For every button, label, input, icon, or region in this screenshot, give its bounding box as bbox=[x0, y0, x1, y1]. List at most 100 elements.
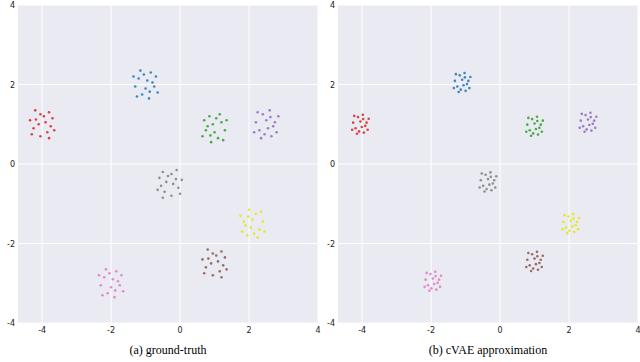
point bbox=[101, 294, 104, 297]
point bbox=[239, 214, 242, 217]
point bbox=[144, 87, 147, 90]
point bbox=[567, 215, 570, 218]
point bbox=[482, 185, 485, 188]
point bbox=[562, 221, 565, 224]
point bbox=[530, 134, 533, 137]
point bbox=[425, 272, 428, 275]
point bbox=[151, 81, 154, 84]
point bbox=[592, 123, 595, 126]
point bbox=[201, 258, 204, 261]
series bbox=[478, 171, 497, 193]
point bbox=[487, 178, 490, 181]
grid-line bbox=[18, 323, 318, 324]
point bbox=[222, 264, 225, 267]
point bbox=[430, 287, 433, 290]
point bbox=[525, 266, 528, 269]
point bbox=[563, 214, 566, 217]
point bbox=[218, 113, 221, 116]
series bbox=[98, 268, 125, 298]
point bbox=[458, 74, 461, 77]
point bbox=[162, 171, 165, 174]
point bbox=[172, 183, 175, 186]
x-tick-label: 4 bbox=[635, 326, 640, 335]
point bbox=[262, 220, 265, 223]
point bbox=[565, 226, 568, 229]
point bbox=[489, 175, 492, 178]
point bbox=[225, 268, 228, 271]
point bbox=[275, 131, 278, 134]
point bbox=[269, 116, 272, 119]
point bbox=[146, 79, 149, 82]
point bbox=[120, 274, 123, 277]
point bbox=[99, 284, 102, 287]
x-tick-label: 0 bbox=[498, 326, 503, 335]
point bbox=[566, 232, 569, 235]
point bbox=[220, 250, 223, 253]
point bbox=[263, 230, 266, 233]
x-tick-label: 4 bbox=[315, 326, 320, 335]
point bbox=[494, 186, 497, 189]
point bbox=[457, 91, 460, 94]
y-tick-label: 2 bbox=[10, 81, 15, 90]
point bbox=[206, 125, 209, 128]
point bbox=[220, 276, 223, 279]
point bbox=[155, 75, 158, 78]
point bbox=[535, 263, 538, 266]
point bbox=[143, 73, 146, 76]
y-tick-label: 2 bbox=[330, 81, 335, 90]
point bbox=[253, 232, 256, 235]
point bbox=[114, 289, 117, 292]
point bbox=[469, 76, 472, 79]
point bbox=[480, 172, 483, 175]
point bbox=[427, 284, 430, 287]
point bbox=[435, 288, 438, 291]
point bbox=[170, 195, 173, 198]
x-tick-label: -2 bbox=[427, 326, 435, 335]
point bbox=[490, 189, 493, 192]
point bbox=[561, 228, 564, 231]
point bbox=[265, 119, 268, 122]
point bbox=[175, 178, 178, 181]
point bbox=[542, 255, 545, 258]
point bbox=[215, 117, 218, 120]
point bbox=[201, 135, 204, 138]
grid-line bbox=[338, 84, 638, 85]
point bbox=[526, 123, 529, 126]
point bbox=[247, 215, 250, 218]
point bbox=[167, 175, 170, 178]
point bbox=[217, 260, 220, 263]
point bbox=[117, 280, 120, 283]
point bbox=[351, 129, 354, 132]
point bbox=[217, 137, 220, 140]
point bbox=[593, 119, 596, 122]
point bbox=[262, 113, 265, 116]
point bbox=[108, 272, 111, 275]
grid-line bbox=[18, 164, 318, 165]
series bbox=[561, 213, 580, 235]
point bbox=[531, 253, 534, 256]
point bbox=[360, 126, 363, 129]
point bbox=[479, 179, 482, 182]
point bbox=[495, 175, 498, 178]
point bbox=[536, 251, 539, 254]
point bbox=[46, 131, 49, 134]
y-tick-label: 0 bbox=[330, 160, 335, 169]
point bbox=[528, 129, 531, 132]
grid-line bbox=[18, 243, 318, 244]
point bbox=[587, 118, 590, 121]
point bbox=[526, 258, 529, 261]
point bbox=[256, 236, 259, 239]
point bbox=[215, 254, 218, 257]
y-tick-label: 4 bbox=[10, 1, 15, 10]
point bbox=[438, 278, 441, 281]
point bbox=[467, 80, 470, 83]
series bbox=[525, 251, 544, 273]
point bbox=[537, 133, 540, 136]
point bbox=[493, 179, 496, 182]
panel: -4-2024-4-2024(b) cVAE approximation bbox=[327, 1, 640, 357]
grid-line bbox=[18, 5, 318, 6]
point bbox=[224, 256, 227, 259]
point bbox=[582, 125, 585, 128]
point bbox=[210, 262, 213, 265]
point bbox=[115, 270, 118, 273]
